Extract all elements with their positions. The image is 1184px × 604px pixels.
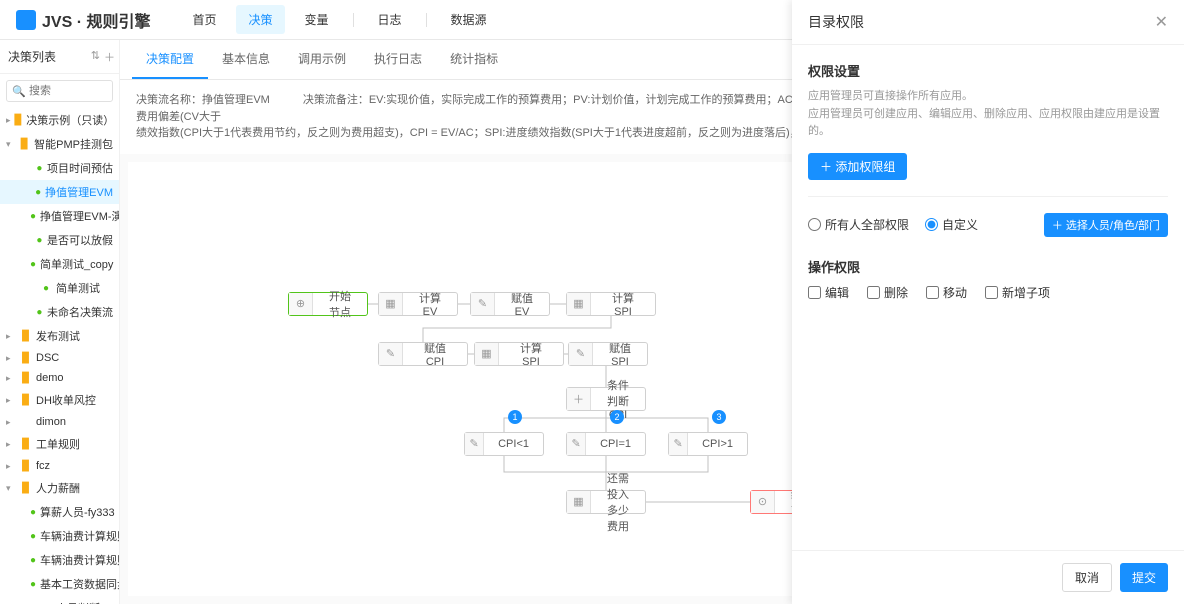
submit-button[interactable]: 提交 bbox=[1120, 563, 1168, 592]
permission-modal: 目录权限 ✕ 权限设置 应用管理员可直接操作所有应用。 应用管理员可创建应用、编… bbox=[792, 0, 1184, 604]
add-permission-group-button[interactable]: ＋ 添加权限组 bbox=[808, 153, 907, 180]
radio-all-label[interactable]: 所有人全部权限 bbox=[808, 216, 909, 233]
radio-custom[interactable] bbox=[925, 218, 938, 231]
modal-title: 目录权限 bbox=[808, 12, 864, 32]
operation-section-title: 操作权限 bbox=[808, 257, 1168, 276]
permission-modal-overlay: 目录权限 ✕ 权限设置 应用管理员可直接操作所有应用。 应用管理员可创建应用、编… bbox=[0, 0, 1184, 604]
permission-hint: 应用管理员可直接操作所有应用。 应用管理员可创建应用、编辑应用、删除应用、应用权… bbox=[808, 88, 1168, 141]
cancel-button[interactable]: 取消 bbox=[1062, 563, 1112, 592]
check-1[interactable]: 删除 bbox=[867, 284, 908, 301]
radio-custom-label[interactable]: 自定义 bbox=[925, 216, 978, 233]
radio-all[interactable] bbox=[808, 218, 821, 231]
check-2[interactable]: 移动 bbox=[926, 284, 967, 301]
check-3[interactable]: 新增子项 bbox=[985, 284, 1050, 301]
permission-section-title: 权限设置 bbox=[808, 61, 1168, 80]
select-people-button[interactable]: ＋ 选择人员/角色/部门 bbox=[1044, 213, 1168, 237]
check-0[interactable]: 编辑 bbox=[808, 284, 849, 301]
close-icon[interactable]: ✕ bbox=[1155, 12, 1168, 32]
operation-checkboxes: 编辑 删除 移动 新增子项 bbox=[808, 284, 1168, 301]
